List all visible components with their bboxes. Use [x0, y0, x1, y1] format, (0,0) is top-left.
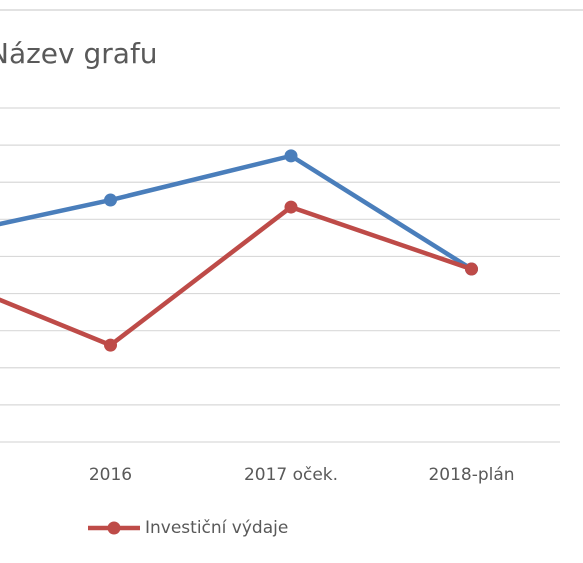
data-point [465, 262, 478, 276]
series-line [0, 153, 473, 271]
data-point [104, 193, 117, 207]
data-point [104, 338, 117, 352]
data-point [284, 200, 298, 214]
data-point [284, 149, 298, 163]
legend-swatch-marker [107, 521, 121, 535]
x-tick-label: 2016 [89, 465, 132, 485]
x-tick-label: 2018-plán [428, 465, 514, 485]
chart-title: Název grafu [0, 37, 158, 70]
legend-label: Investiční výdaje [145, 518, 288, 538]
x-tick-label: 2017 oček. [244, 465, 338, 485]
series-line [0, 204, 473, 348]
